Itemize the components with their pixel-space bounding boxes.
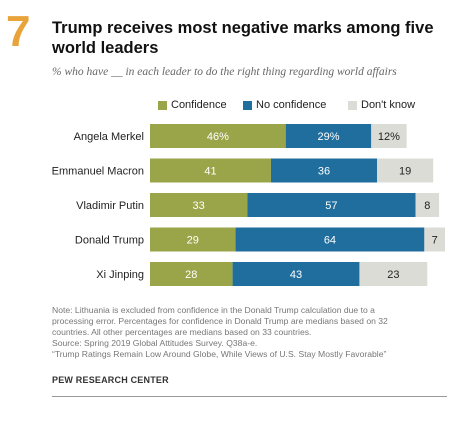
legend-label-confidence: Confidence [171,99,227,111]
data-label-no-confidence: 29% [317,131,339,143]
bar-segment-dont-know [377,158,434,183]
data-label-confidence: 33 [193,200,205,212]
data-label-confidence: 29 [187,235,199,247]
bar-segment-dont-know [424,227,445,252]
bar-segment-no-confidence [270,158,378,183]
source-organization: PEW RESEARCH CENTER [52,375,169,385]
footer-source-line: Source: Spring 2019 Global Attitudes Sur… [52,338,258,348]
category-label: Angela Merkel [74,131,144,143]
chart-number: 7 [6,7,31,56]
data-label-dont-know: 12% [378,131,400,143]
legend-label-dont-know: Don't know [361,99,416,111]
footer-note-line: Note: Lithuania is excluded from confide… [52,305,375,315]
legend-item-dont-know: Don't know [348,99,415,111]
data-label-no-confidence: 64 [324,235,336,247]
data-label-dont-know: 23 [387,269,399,281]
bar-segment-confidence [150,227,236,252]
footer-note-line: countries. All other percentages are med… [52,327,312,337]
bar-chart: Angela Merkel 46% 29% 12% Emmanuel Macron 41 3… [52,124,445,286]
bar-segment-dont-know [415,193,440,217]
footer-divider [52,396,447,397]
legend-item-confidence: Confidence [158,99,227,111]
category-label: Vladimir Putin [76,200,144,212]
legend-swatch-no-confidence [243,100,252,110]
data-label-no-confidence: 43 [290,269,302,281]
bar-segment-dont-know [359,262,428,286]
footer-note-line: processing error. Percentages for confid… [52,316,388,326]
data-label-no-confidence: 57 [325,200,337,212]
footer-report-title: “Trump Ratings Remain Low Around Globe, … [52,349,387,359]
footer-notes: Note: Lithuania is excluded from confide… [52,305,447,360]
data-label-dont-know: 8 [424,200,430,212]
category-label: Xi Jinping [96,269,144,281]
data-label-confidence: 28 [185,269,197,281]
chart-title: Trump receives most negative marks among… [52,19,434,57]
bar-segment-confidence [150,262,233,286]
legend-label-no-confidence: No confidence [256,99,327,111]
bar-segment-confidence [150,158,271,183]
bar-segment-no-confidence [247,193,416,217]
bar-segment-no-confidence [235,227,425,252]
data-label-dont-know: 7 [432,235,438,247]
data-label-dont-know: 19 [399,166,411,178]
bar-segment-no-confidence [232,262,360,286]
bar-segment-no-confidence [285,124,372,148]
chart-subtitle: % who have __ in each leader to do the r… [52,66,397,78]
bar-segment-confidence [150,193,248,217]
bar-segment-confidence [150,124,286,148]
legend-item-no-confidence: No confidence [243,99,326,111]
bar-segment-dont-know [371,124,407,148]
data-label-no-confidence: 36 [318,166,330,178]
category-label: Emmanuel Macron [52,166,144,178]
legend-swatch-confidence [158,100,167,110]
data-label-confidence: 46% [207,131,229,143]
data-label-confidence: 41 [204,166,216,178]
category-label: Donald Trump [75,235,144,247]
legend-swatch-dont-know [348,100,357,110]
